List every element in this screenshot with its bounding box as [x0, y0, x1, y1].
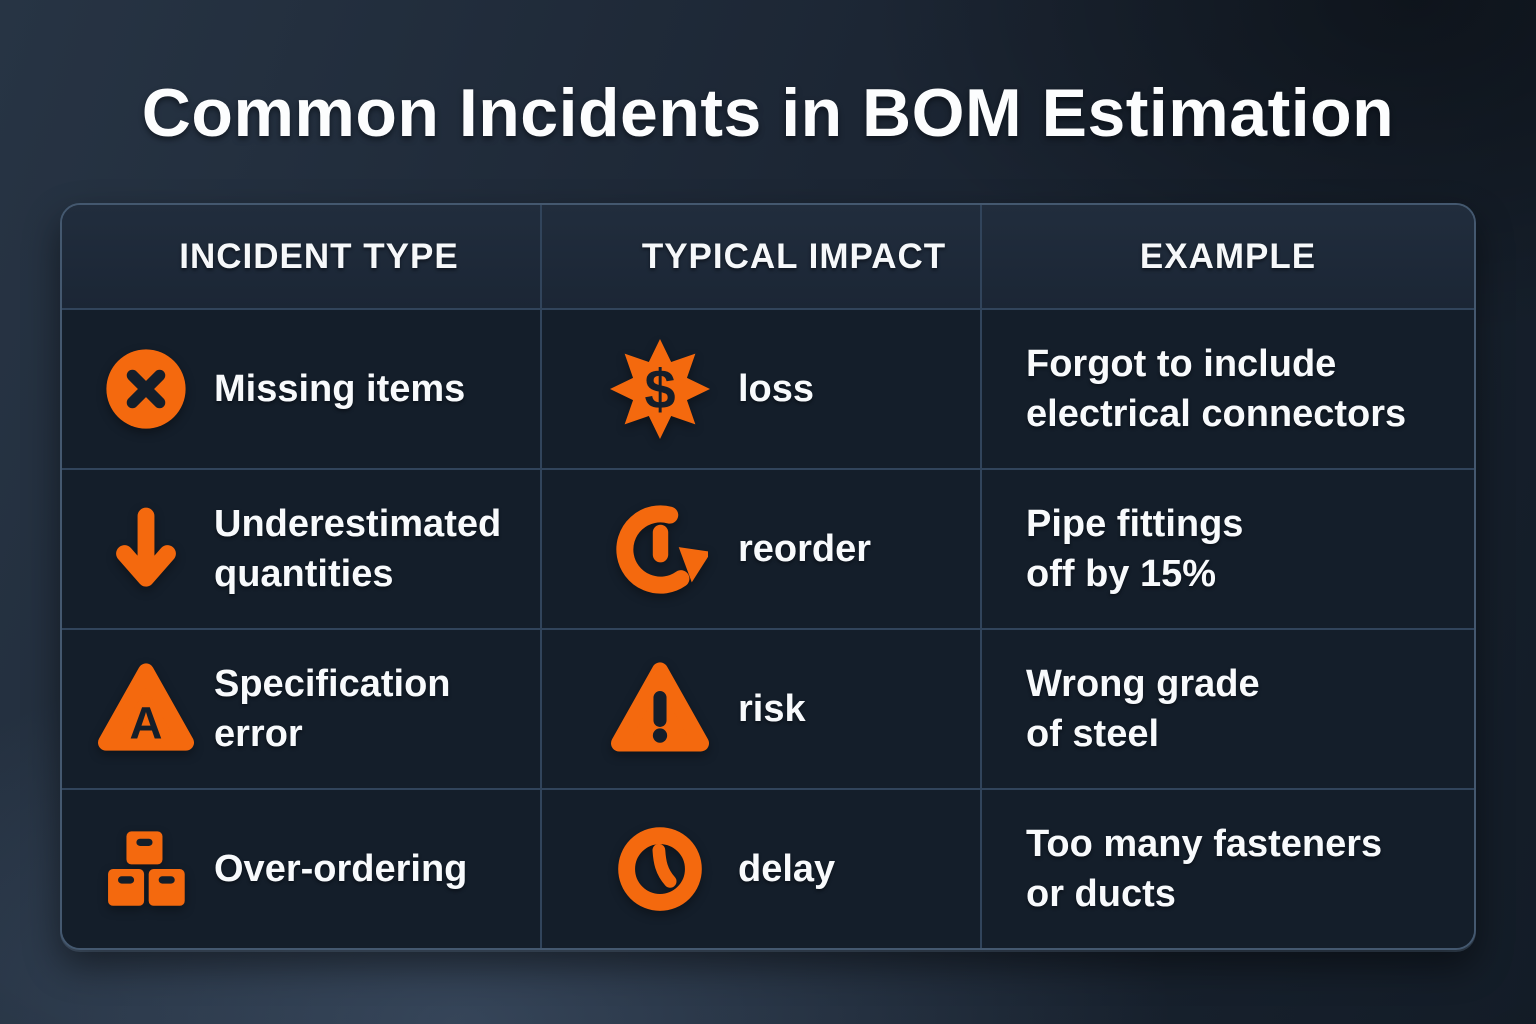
cell-impact-risk: risk — [540, 628, 980, 788]
impact-label: loss — [738, 367, 815, 410]
example-text: Forgot to include electrical connectors — [1026, 342, 1407, 435]
example-text: Too many fasteners or ducts — [1026, 822, 1383, 915]
cell-impact-reorder: reorder — [540, 468, 980, 628]
header-label: INCIDENT TYPE — [179, 236, 459, 276]
column-header-example: EXAMPLE — [980, 205, 1474, 308]
cell-example-too-many-fasteners: Too many fasteners or ducts — [980, 788, 1474, 948]
column-header-incident-type: INCIDENT TYPE — [62, 205, 540, 308]
impact-label: risk — [738, 687, 806, 730]
arrow-down-icon — [98, 503, 194, 595]
money-burst-icon: $ — [608, 339, 712, 439]
stacked-boxes-icon — [98, 823, 194, 915]
header-label: TYPICAL IMPACT — [641, 236, 947, 276]
incident-table: INCIDENT TYPE TYPICAL IMPACT EXAMPLE Mis… — [60, 203, 1476, 950]
incident-label: Specification error — [214, 662, 451, 755]
cell-impact-delay: delay — [540, 788, 980, 948]
svg-text:$: $ — [644, 358, 675, 421]
cell-incident-specification-error: A Specification error — [62, 628, 540, 788]
impact-label: reorder — [738, 527, 872, 570]
page-title: Common Incidents in BOM Estimation — [141, 75, 1395, 151]
column-header-typical-impact: TYPICAL IMPACT — [540, 205, 980, 308]
svg-text:A: A — [130, 698, 163, 749]
example-text: Pipe fittings off by 15% — [1026, 502, 1244, 595]
cell-example-wrong-grade: Wrong grade of steel — [980, 628, 1474, 788]
x-circle-icon — [98, 345, 194, 433]
impact-label: delay — [738, 847, 836, 890]
letter-a-triangle-icon: A — [98, 660, 194, 758]
cell-example-pipe-fittings: Pipe fittings off by 15% — [980, 468, 1474, 628]
delay-clock-icon — [608, 824, 712, 914]
warning-triangle-icon — [608, 660, 712, 758]
cell-impact-loss: $ loss — [540, 308, 980, 468]
cell-example-missing-items: Forgot to include electrical connectors — [980, 308, 1474, 468]
cell-incident-over-ordering: Over-ordering — [62, 788, 540, 948]
incident-label: Underestimated quantities — [214, 502, 502, 595]
header-label: EXAMPLE — [1139, 236, 1317, 276]
example-text: Wrong grade of steel — [1026, 662, 1260, 755]
incident-label: Missing items — [214, 367, 466, 410]
cell-incident-underestimated-quantities: Underestimated quantities — [62, 468, 540, 628]
incident-label: Over-ordering — [214, 847, 468, 890]
cell-incident-missing-items: Missing items — [62, 308, 540, 468]
reorder-clock-icon — [608, 502, 712, 597]
